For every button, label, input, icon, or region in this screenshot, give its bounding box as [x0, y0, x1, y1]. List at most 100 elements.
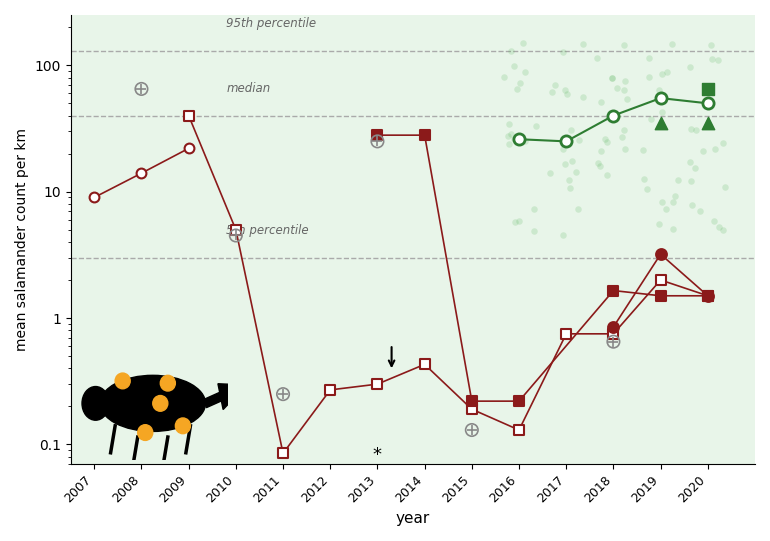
Point	[685, 176, 697, 185]
Point	[701, 84, 714, 93]
Point	[601, 170, 613, 179]
Point	[513, 426, 525, 434]
Point	[229, 231, 242, 240]
Point	[229, 231, 242, 240]
Point	[324, 386, 336, 394]
Point	[517, 38, 529, 47]
Point	[592, 159, 604, 168]
Point	[577, 39, 589, 48]
Point	[591, 54, 603, 62]
Point	[513, 217, 525, 226]
Text: 95th percentile: 95th percentile	[226, 17, 316, 30]
Point	[503, 120, 515, 129]
Point	[508, 61, 521, 70]
Point	[513, 397, 525, 405]
Point	[595, 147, 608, 156]
Point	[656, 108, 668, 117]
Point	[466, 426, 478, 434]
Point	[182, 144, 195, 153]
Point	[701, 292, 714, 300]
Point	[654, 276, 667, 285]
Point	[616, 133, 628, 141]
Point	[654, 94, 667, 102]
Point	[514, 79, 526, 88]
Point	[668, 225, 680, 233]
Point	[545, 87, 557, 96]
Point	[564, 183, 576, 192]
Point	[594, 97, 607, 106]
Point	[655, 70, 668, 78]
Point	[497, 73, 510, 82]
Point	[466, 426, 478, 434]
Point	[502, 131, 514, 140]
Point	[570, 168, 582, 176]
Point	[608, 338, 620, 346]
Point	[666, 40, 678, 49]
Point	[371, 380, 383, 388]
Point	[508, 135, 521, 143]
Point	[701, 118, 714, 127]
Point	[577, 93, 589, 101]
Text: 5th percentile: 5th percentile	[226, 225, 309, 237]
Point	[511, 84, 523, 93]
Point	[669, 192, 681, 200]
Point	[705, 54, 718, 63]
Point	[558, 160, 571, 168]
Point	[686, 201, 698, 210]
Point	[708, 144, 721, 153]
Point	[136, 84, 148, 93]
Point	[653, 220, 665, 229]
Point	[519, 136, 531, 145]
Point	[652, 85, 665, 94]
Point	[621, 94, 634, 103]
Point	[594, 162, 607, 170]
Point	[572, 204, 584, 213]
Point	[601, 137, 613, 146]
Point	[229, 226, 242, 234]
Point	[688, 164, 701, 173]
Point	[371, 137, 383, 146]
Point	[701, 292, 714, 300]
Point	[608, 286, 620, 295]
Point	[503, 140, 515, 148]
Point	[608, 329, 620, 338]
Point	[717, 138, 729, 147]
Point	[466, 405, 478, 413]
Point	[654, 250, 667, 259]
Point	[656, 198, 668, 207]
Point	[608, 338, 620, 346]
Point	[618, 85, 630, 94]
Point	[618, 126, 630, 134]
Point	[637, 146, 649, 155]
Point	[371, 131, 383, 140]
Point	[563, 175, 575, 184]
Point	[566, 156, 578, 165]
Point	[573, 135, 585, 144]
Point	[654, 118, 667, 127]
Point	[466, 397, 478, 405]
Text: median: median	[226, 82, 270, 95]
Point	[558, 85, 571, 94]
Point	[660, 204, 672, 213]
Point	[557, 145, 570, 154]
Point	[643, 54, 655, 62]
Point	[599, 135, 611, 143]
Point	[513, 135, 525, 143]
Point	[561, 90, 573, 98]
Point	[560, 137, 572, 146]
Point	[711, 56, 724, 64]
Y-axis label: mean salamander count per km: mean salamander count per km	[15, 128, 29, 351]
Point	[277, 449, 290, 458]
Point	[182, 111, 195, 120]
Point	[619, 77, 631, 85]
Point	[136, 169, 148, 177]
Point	[528, 226, 541, 235]
Point	[557, 231, 569, 240]
Point	[504, 130, 517, 138]
Point	[644, 115, 657, 123]
Point	[638, 174, 650, 183]
Point	[701, 99, 714, 108]
Point	[136, 84, 148, 93]
Point	[684, 158, 696, 167]
Point	[544, 169, 557, 177]
